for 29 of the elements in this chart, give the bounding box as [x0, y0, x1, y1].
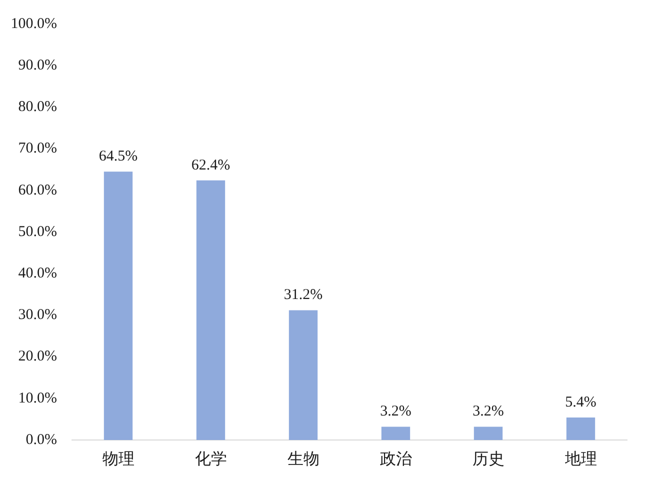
y-tick-label: 60.0%: [18, 182, 57, 198]
x-tick-label: 物理: [102, 450, 134, 468]
data-label: 3.2%: [380, 404, 412, 420]
data-label: 64.5%: [98, 148, 138, 165]
data-label: 62.4%: [191, 157, 230, 174]
bar: [288, 310, 318, 440]
y-tick-label: 50.0%: [18, 224, 57, 240]
data-label: 3.2%: [472, 404, 504, 420]
x-tick-label: 化学: [194, 450, 227, 468]
y-tick-label: 20.0%: [18, 348, 57, 365]
x-tick-label: 地理: [564, 450, 597, 468]
bar: [566, 418, 596, 440]
bar: [104, 172, 133, 440]
y-tick-label: 0.0%: [26, 432, 57, 448]
bar: [196, 180, 226, 440]
bar: [474, 426, 503, 440]
y-tick-label: 40.0%: [18, 266, 57, 282]
data-label: 31.2%: [284, 287, 323, 304]
bar: [381, 426, 410, 440]
data-label: 5.4%: [565, 394, 596, 411]
y-tick-label: 10.0%: [18, 390, 57, 406]
y-tick-label: 70.0%: [18, 140, 57, 157]
y-tick-label: 100.0%: [10, 16, 57, 32]
y-tick-label: 90.0%: [18, 58, 57, 74]
y-tick-label: 80.0%: [18, 99, 57, 116]
x-tick-label: 历史: [472, 450, 504, 468]
y-tick-label: 30.0%: [18, 307, 57, 324]
x-tick-label: 生物: [287, 450, 320, 468]
x-tick-label: 政治: [380, 450, 412, 468]
